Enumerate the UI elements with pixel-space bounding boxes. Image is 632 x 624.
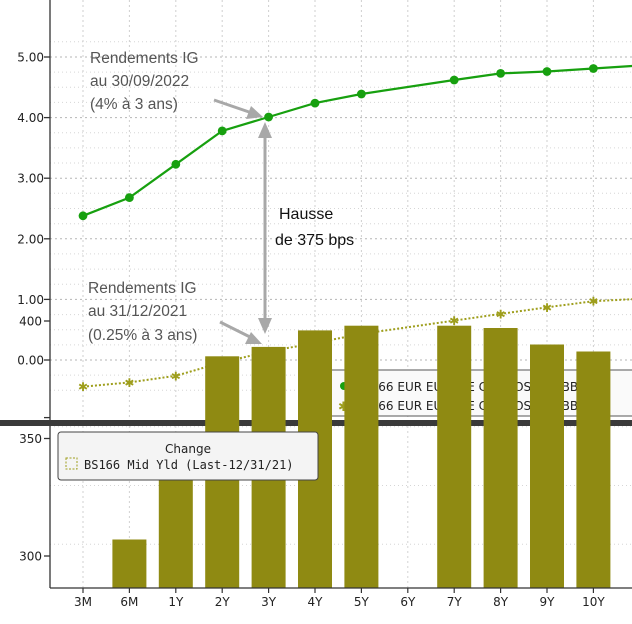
annotation-bottom-line-3: (0.25% à 3 ans): [88, 327, 197, 344]
series-line-2: [82, 298, 632, 388]
bar-6M: [112, 539, 147, 588]
annotation-top: Rendements IG au 30/09/2022 (4% à 3 ans): [90, 50, 199, 113]
annotation-arrows: [213, 98, 272, 344]
top-y-tick-label: 0.00: [17, 354, 44, 368]
bottom-x-tick-label: 6M: [120, 595, 138, 609]
bottom-x-tick-label: 3Y: [261, 595, 277, 609]
bottom-legend-title: Change: [165, 442, 211, 456]
bottom-x-tick-label: 7Y: [447, 595, 463, 609]
bottom-legend-box: [57, 431, 319, 481]
bottom-x-tick-label: 3M: [74, 595, 92, 609]
annotation-bottom-line-2: au 31/12/2021: [88, 303, 187, 320]
series-2-point: ✱: [449, 314, 459, 328]
series-1-point: [124, 193, 134, 203]
arrow-bottom-leader: [219, 320, 253, 340]
annotation-middle: Hausse de 375 bps: [275, 206, 354, 249]
bar-10Y: [576, 351, 611, 588]
bottom-x-tick-label: 8Y: [493, 595, 509, 609]
annotation-bottom: Rendements IG au 31/12/2021 (0.25% à 3 a…: [88, 280, 197, 344]
bottom-y-tick-label: 300: [19, 550, 42, 564]
top-panel: 5.004.003.002.001.000.00 ✱✱✱✱✱✱✱✱✱✱✱ Ren…: [17, 0, 632, 420]
bottom-y-ticks: 400 350 300: [19, 315, 50, 564]
bottom-panel: 400 350 300 3M 6M 1Y 2Y 3Y 4Y 5Y 6Y 7Y 8Y 9Y 10Y Chan…: [19, 315, 632, 609]
annotation-middle-line-1: Hausse: [279, 206, 333, 223]
bottom-legend-swatch: [65, 457, 78, 470]
top-y-tick-label: 1.00: [17, 293, 44, 307]
arrow-top-leader: [213, 98, 253, 115]
top-y-tick-label: 2.00: [17, 232, 44, 246]
series-1-point: [449, 75, 459, 85]
series-1-point: [264, 112, 273, 122]
bottom-x-tick-label: 10Y: [582, 595, 605, 609]
annotation-bottom-line-1: Rendements IG: [88, 280, 197, 297]
legend-series-2-label: BS166 EUR EUROPE COMPOSITE BBB+, B: [355, 399, 604, 413]
bottom-legend: Change BS166 Mid Yld (Last-12/31/21): [57, 431, 319, 481]
top-y-tick-label: 3.00: [17, 172, 44, 186]
bottom-legend-entry: BS166 Mid Yld (Last-12/31/21): [84, 458, 294, 472]
annotation-top-line-3: (4% à 3 ans): [90, 96, 178, 113]
bottom-x-ticks: 3M 6M 1Y 2Y 3Y 4Y 5Y 6Y 7Y 8Y 9Y 10Y: [74, 588, 605, 609]
arrow-bottom-head: [245, 332, 262, 344]
bar-7Y: [437, 325, 472, 588]
series-2-point: ✱: [588, 295, 598, 309]
series-1-point: [542, 67, 552, 76]
series-2-point: ✱: [78, 380, 88, 394]
bar-5Y: [344, 325, 379, 588]
series-1-point: [496, 69, 505, 78]
legend-marker-star: ✱: [338, 400, 349, 415]
bottom-x-tick-label: 2Y: [215, 595, 231, 609]
series-2-point: ✱: [171, 369, 181, 383]
arrow-rise-head-down: [258, 318, 272, 334]
series-1-point: [357, 89, 366, 99]
series-1-point: [589, 64, 598, 73]
legend-series-1-label: BS166 EUR EUROPE COMPOSITE BBB+, B: [355, 380, 604, 394]
bar-9Y: [530, 344, 564, 588]
bar-8Y: [483, 328, 518, 588]
top-y-ticks: 5.00 4.00 3.00 2.00 1.00 0.00: [17, 51, 50, 419]
top-y-tick-label: 5.00: [17, 51, 44, 65]
top-y-tick-label: 4.00: [17, 111, 44, 125]
series-1-point: [310, 98, 320, 108]
series-2-point: ✱: [542, 301, 552, 315]
arrow-rise-head-up: [258, 122, 272, 138]
bottom-x-tick-label: 5Y: [354, 595, 370, 609]
series-1-point: [217, 126, 227, 136]
bottom-x-tick-label: 6Y: [400, 595, 416, 609]
bottom-x-tick-label: 1Y: [168, 595, 184, 609]
annotation-middle-line-2: de 375 bps: [275, 232, 354, 249]
series-1-point: [171, 159, 181, 169]
bottom-y-tick-label: 400: [19, 315, 42, 329]
bottom-y-tick-label: 350: [19, 432, 42, 446]
series-2-point: ✱: [496, 307, 506, 321]
annotation-top-line-2: au 30/09/2022: [90, 73, 189, 90]
bottom-x-tick-label: 4Y: [308, 595, 324, 609]
annotation-top-line-1: Rendements IG: [90, 50, 199, 67]
arrow-top-head: [246, 106, 263, 119]
series-line-1: [82, 64, 632, 217]
series-2-point: ✱: [124, 376, 134, 390]
series-1-point: [78, 211, 88, 221]
bottom-x-tick-label: 9Y: [540, 595, 556, 609]
